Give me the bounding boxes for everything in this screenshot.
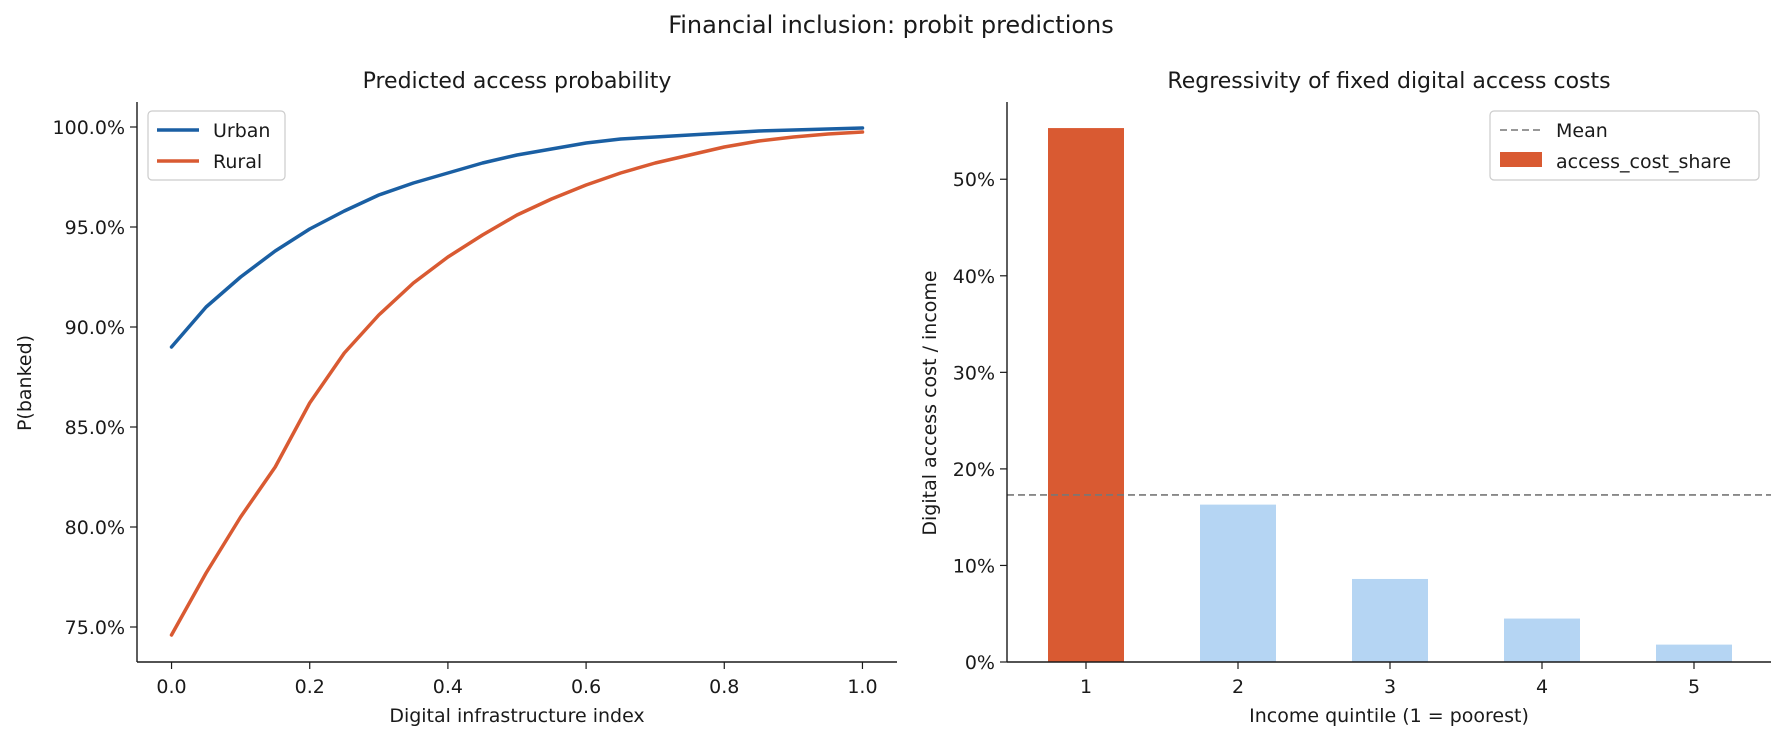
line-chart-ytick-label: 95.0% bbox=[65, 217, 125, 239]
bar-chart-ytick-label: 20% bbox=[953, 459, 995, 481]
bar-chart-ytick-label: 0% bbox=[965, 652, 995, 674]
line-chart-ytick-label: 100.0% bbox=[53, 117, 125, 139]
bar-chart-ytick-label: 30% bbox=[953, 362, 995, 384]
bar-chart-ylabel: Digital access cost / income bbox=[919, 270, 941, 535]
bar-chart-ytick-label: 50% bbox=[953, 169, 995, 191]
line-chart-xtick-label: 0.2 bbox=[295, 676, 325, 698]
bar-quintile-4 bbox=[1504, 618, 1580, 662]
line-series-urban bbox=[169, 126, 865, 349]
bar-chart-xtick-label: 1 bbox=[1080, 676, 1092, 698]
bar-chart-xlabel: Income quintile (1 = poorest) bbox=[1249, 705, 1529, 727]
bar-chart-axes bbox=[1006, 102, 1771, 663]
bar-quintile-1 bbox=[1048, 128, 1124, 662]
line-chart-xtick-label: 0.6 bbox=[571, 676, 601, 698]
bar-chart-bars bbox=[1048, 128, 1732, 662]
bar-chart-panel: Regressivity of fixed digital access cos… bbox=[919, 69, 1771, 727]
bar-chart-ticks: 1 2 3 4 50%10%20%30%40%50% bbox=[953, 169, 1700, 698]
bar-quintile-2 bbox=[1200, 504, 1276, 662]
line-chart-ticks: 0.0 0.2 0.4 0.6 0.8 1.0 75.0% 80.0% 85.0% 90.0% 95… bbox=[53, 117, 878, 698]
line-chart-axes bbox=[136, 102, 897, 663]
bar-chart-ytick-label: 40% bbox=[953, 266, 995, 288]
bar-chart-xtick-label: 4 bbox=[1536, 676, 1548, 698]
bar-chart-xtick-label: 5 bbox=[1688, 676, 1700, 698]
legend-label-rural: Rural bbox=[213, 151, 262, 173]
bar-quintile-5 bbox=[1656, 644, 1732, 662]
legend-swatch-access-cost-share bbox=[1500, 152, 1542, 167]
line-chart-xlabel: Digital infrastructure index bbox=[389, 705, 644, 727]
line-series-rural bbox=[169, 130, 865, 637]
line-chart-panel: Predicted access probability 0.0 0.2 0.4 0.… bbox=[14, 69, 897, 727]
line-chart-ytick-label: 75.0% bbox=[65, 617, 125, 639]
legend-label-urban: Urban bbox=[213, 120, 270, 142]
line-chart-ytick-label: 80.0% bbox=[65, 517, 125, 539]
line-chart-legend: Urban Rural bbox=[147, 110, 286, 181]
bar-quintile-3 bbox=[1352, 578, 1428, 662]
bar-chart-xtick-label: 3 bbox=[1384, 676, 1396, 698]
figure-suptitle: Financial inclusion: probit predictions bbox=[668, 11, 1114, 39]
bar-chart-legend: Mean access_cost_share bbox=[1489, 110, 1760, 181]
line-chart-xtick-label: 0.8 bbox=[709, 676, 739, 698]
line-chart-series bbox=[169, 126, 865, 637]
line-chart-ytick-label: 85.0% bbox=[65, 417, 125, 439]
bar-chart-title: Regressivity of fixed digital access cos… bbox=[1167, 69, 1610, 94]
legend-label-access-cost-share: access_cost_share bbox=[1556, 151, 1731, 173]
bar-chart-ytick-label: 10% bbox=[953, 555, 995, 577]
legend-label-mean: Mean bbox=[1556, 120, 1608, 142]
line-chart-xtick-label: 0.0 bbox=[156, 676, 186, 698]
line-chart-ytick-label: 90.0% bbox=[65, 317, 125, 339]
line-chart-ylabel: P(banked) bbox=[14, 335, 36, 431]
bar-chart-xtick-label: 2 bbox=[1232, 676, 1244, 698]
line-chart-xtick-label: 0.4 bbox=[433, 676, 463, 698]
line-chart-xtick-label: 1.0 bbox=[847, 676, 877, 698]
bar-chart-legend-box bbox=[1489, 110, 1760, 181]
line-chart-title: Predicted access probability bbox=[363, 69, 672, 94]
